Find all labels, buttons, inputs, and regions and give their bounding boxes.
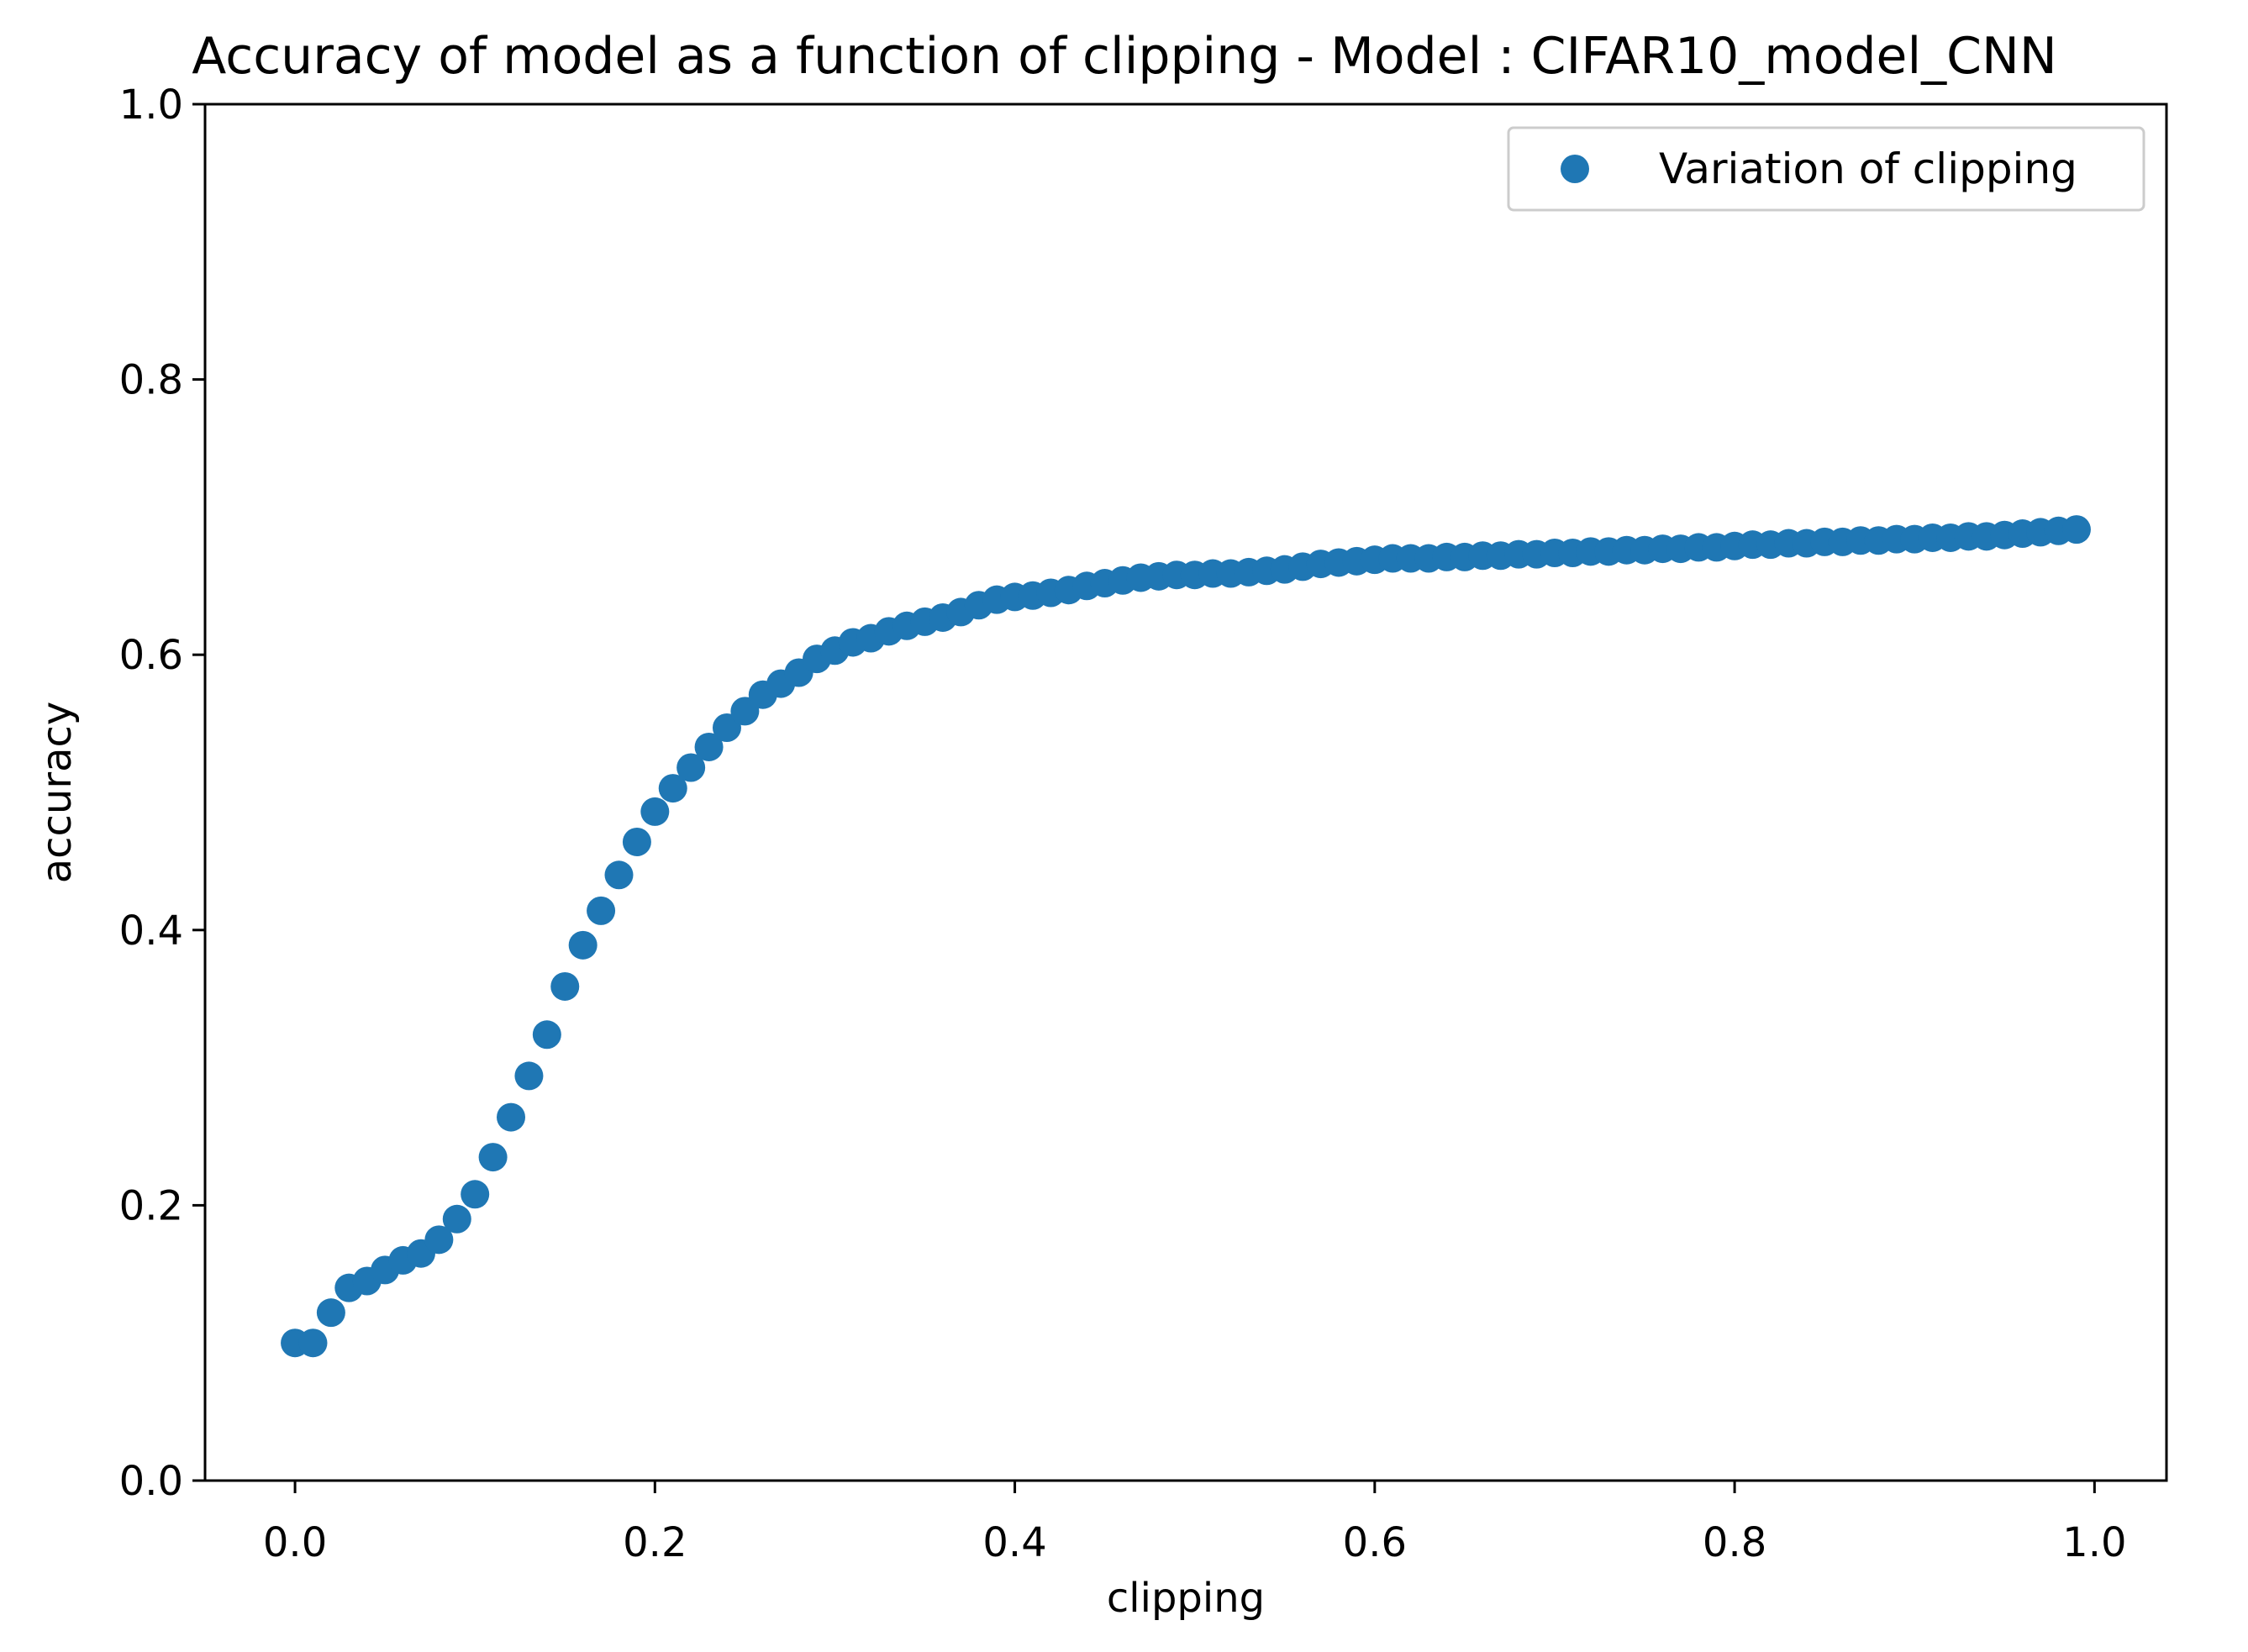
y-axis-ticks: 0.0 0.2 0.4 0.6 0.8 1.0: [119, 82, 205, 1505]
data-point: [298, 1328, 328, 1358]
data-point: [658, 774, 687, 803]
data-point: [640, 797, 670, 826]
data-point: [514, 1061, 544, 1091]
data-point: [622, 827, 651, 856]
data-point: [478, 1143, 508, 1172]
data-point: [2061, 515, 2091, 545]
x-tick-label: 0.6: [1343, 1519, 1407, 1566]
y-tick-label: 0.2: [119, 1182, 183, 1229]
y-tick-label: 0.6: [119, 632, 183, 679]
x-tick-label: 0.8: [1703, 1519, 1766, 1566]
data-point: [604, 860, 634, 890]
plot-frame: [203, 103, 2168, 1482]
chart-title: Accuracy of model as a function of clipp…: [192, 27, 2057, 86]
x-tick-label: 0.4: [982, 1519, 1046, 1566]
data-point: [532, 1020, 561, 1050]
legend-label: Variation of clipping: [1659, 145, 2077, 193]
y-tick-label: 1.0: [119, 82, 183, 129]
x-tick-label: 1.0: [2062, 1519, 2126, 1566]
y-axis-label: accuracy: [34, 702, 81, 884]
y-tick-label: 0.4: [119, 908, 183, 955]
y-tick-label: 0.0: [119, 1458, 183, 1505]
y-tick-label: 0.8: [119, 357, 183, 404]
x-axis-label: clipping: [1107, 1575, 1265, 1622]
data-point: [550, 971, 580, 1001]
data-point: [677, 753, 706, 782]
data-point: [461, 1180, 490, 1209]
data-point: [730, 697, 760, 726]
data-point: [712, 713, 741, 743]
legend-marker: [1561, 155, 1589, 183]
legend-box: [1507, 126, 2145, 212]
data-point: [568, 930, 598, 960]
data-point: [694, 732, 724, 761]
data-point: [442, 1204, 471, 1234]
x-tick-label: 0.2: [623, 1519, 687, 1566]
x-axis-ticks: 0.0 0.2 0.4 0.6 0.8 1.0: [263, 1481, 2127, 1566]
x-tick-label: 0.0: [263, 1519, 327, 1566]
legend: Variation of clipping: [1507, 126, 2145, 212]
data-point: [424, 1225, 454, 1255]
data-point: [316, 1298, 345, 1328]
data-point: [497, 1102, 526, 1132]
scatter-points: [281, 515, 2091, 1358]
data-point: [587, 896, 616, 925]
